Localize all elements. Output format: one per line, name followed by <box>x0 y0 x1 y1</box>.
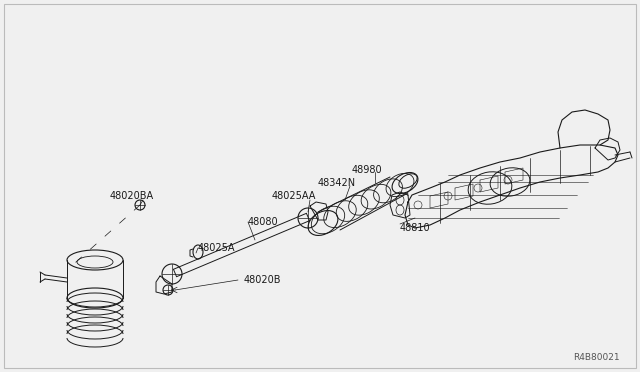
Text: 48810: 48810 <box>400 223 431 233</box>
Text: 48980: 48980 <box>352 165 383 175</box>
Text: 48080: 48080 <box>248 217 278 227</box>
Text: R4B80021: R4B80021 <box>573 353 620 362</box>
Text: 48025AA: 48025AA <box>272 191 316 201</box>
Text: 48020B: 48020B <box>244 275 282 285</box>
Text: 48025A: 48025A <box>198 243 236 253</box>
Text: 48342N: 48342N <box>318 178 356 188</box>
Text: 48020BA: 48020BA <box>110 191 154 201</box>
